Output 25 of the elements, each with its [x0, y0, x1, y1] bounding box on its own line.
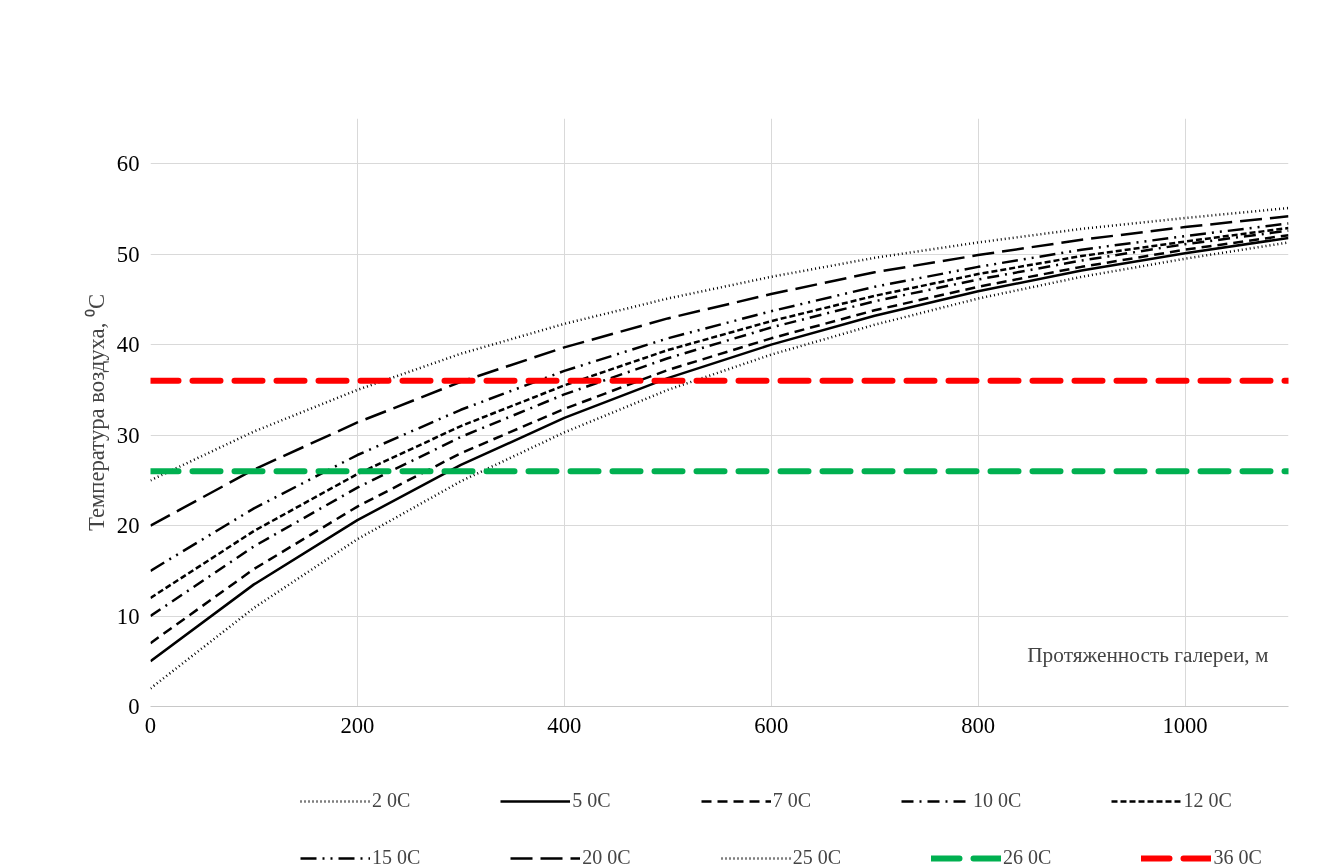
x-tick-label: 600	[754, 712, 789, 738]
x-tick-label: 0	[144, 712, 157, 738]
y-tick-label: 10	[116, 603, 140, 629]
legend-label: 5 0C	[572, 789, 611, 812]
y-tick-label: 50	[116, 241, 140, 267]
y-tick-label: 30	[116, 422, 140, 448]
y-tick-label: 0	[128, 694, 140, 719]
legend-label: 15 0C	[372, 846, 421, 868]
x-tick-label: 800	[961, 712, 996, 738]
legend-label: 12 0C	[1183, 789, 1232, 812]
y-tick-label: 20	[116, 513, 140, 539]
legend-label: 10 0C	[973, 789, 1022, 812]
legend-label: 25 0C	[792, 846, 842, 868]
legend-label: 26 0C	[1003, 846, 1052, 868]
legend-label: 20 0C	[582, 846, 631, 868]
x-axis-title: Протяженность галереи, м	[1027, 642, 1269, 667]
x-tick-label: 400	[547, 712, 582, 738]
y-tick-label: 60	[116, 151, 140, 177]
x-tick-label: 200	[340, 712, 375, 738]
legend-label: 7 0C	[772, 789, 812, 812]
y-axis-title: Температура воздуха, ⁰C	[83, 293, 109, 532]
legend-label: 36 0C	[1213, 846, 1262, 868]
x-tick-label: 1000	[1162, 712, 1208, 738]
y-tick-label: 40	[116, 332, 140, 358]
legend-label: 2 0C	[372, 789, 411, 812]
